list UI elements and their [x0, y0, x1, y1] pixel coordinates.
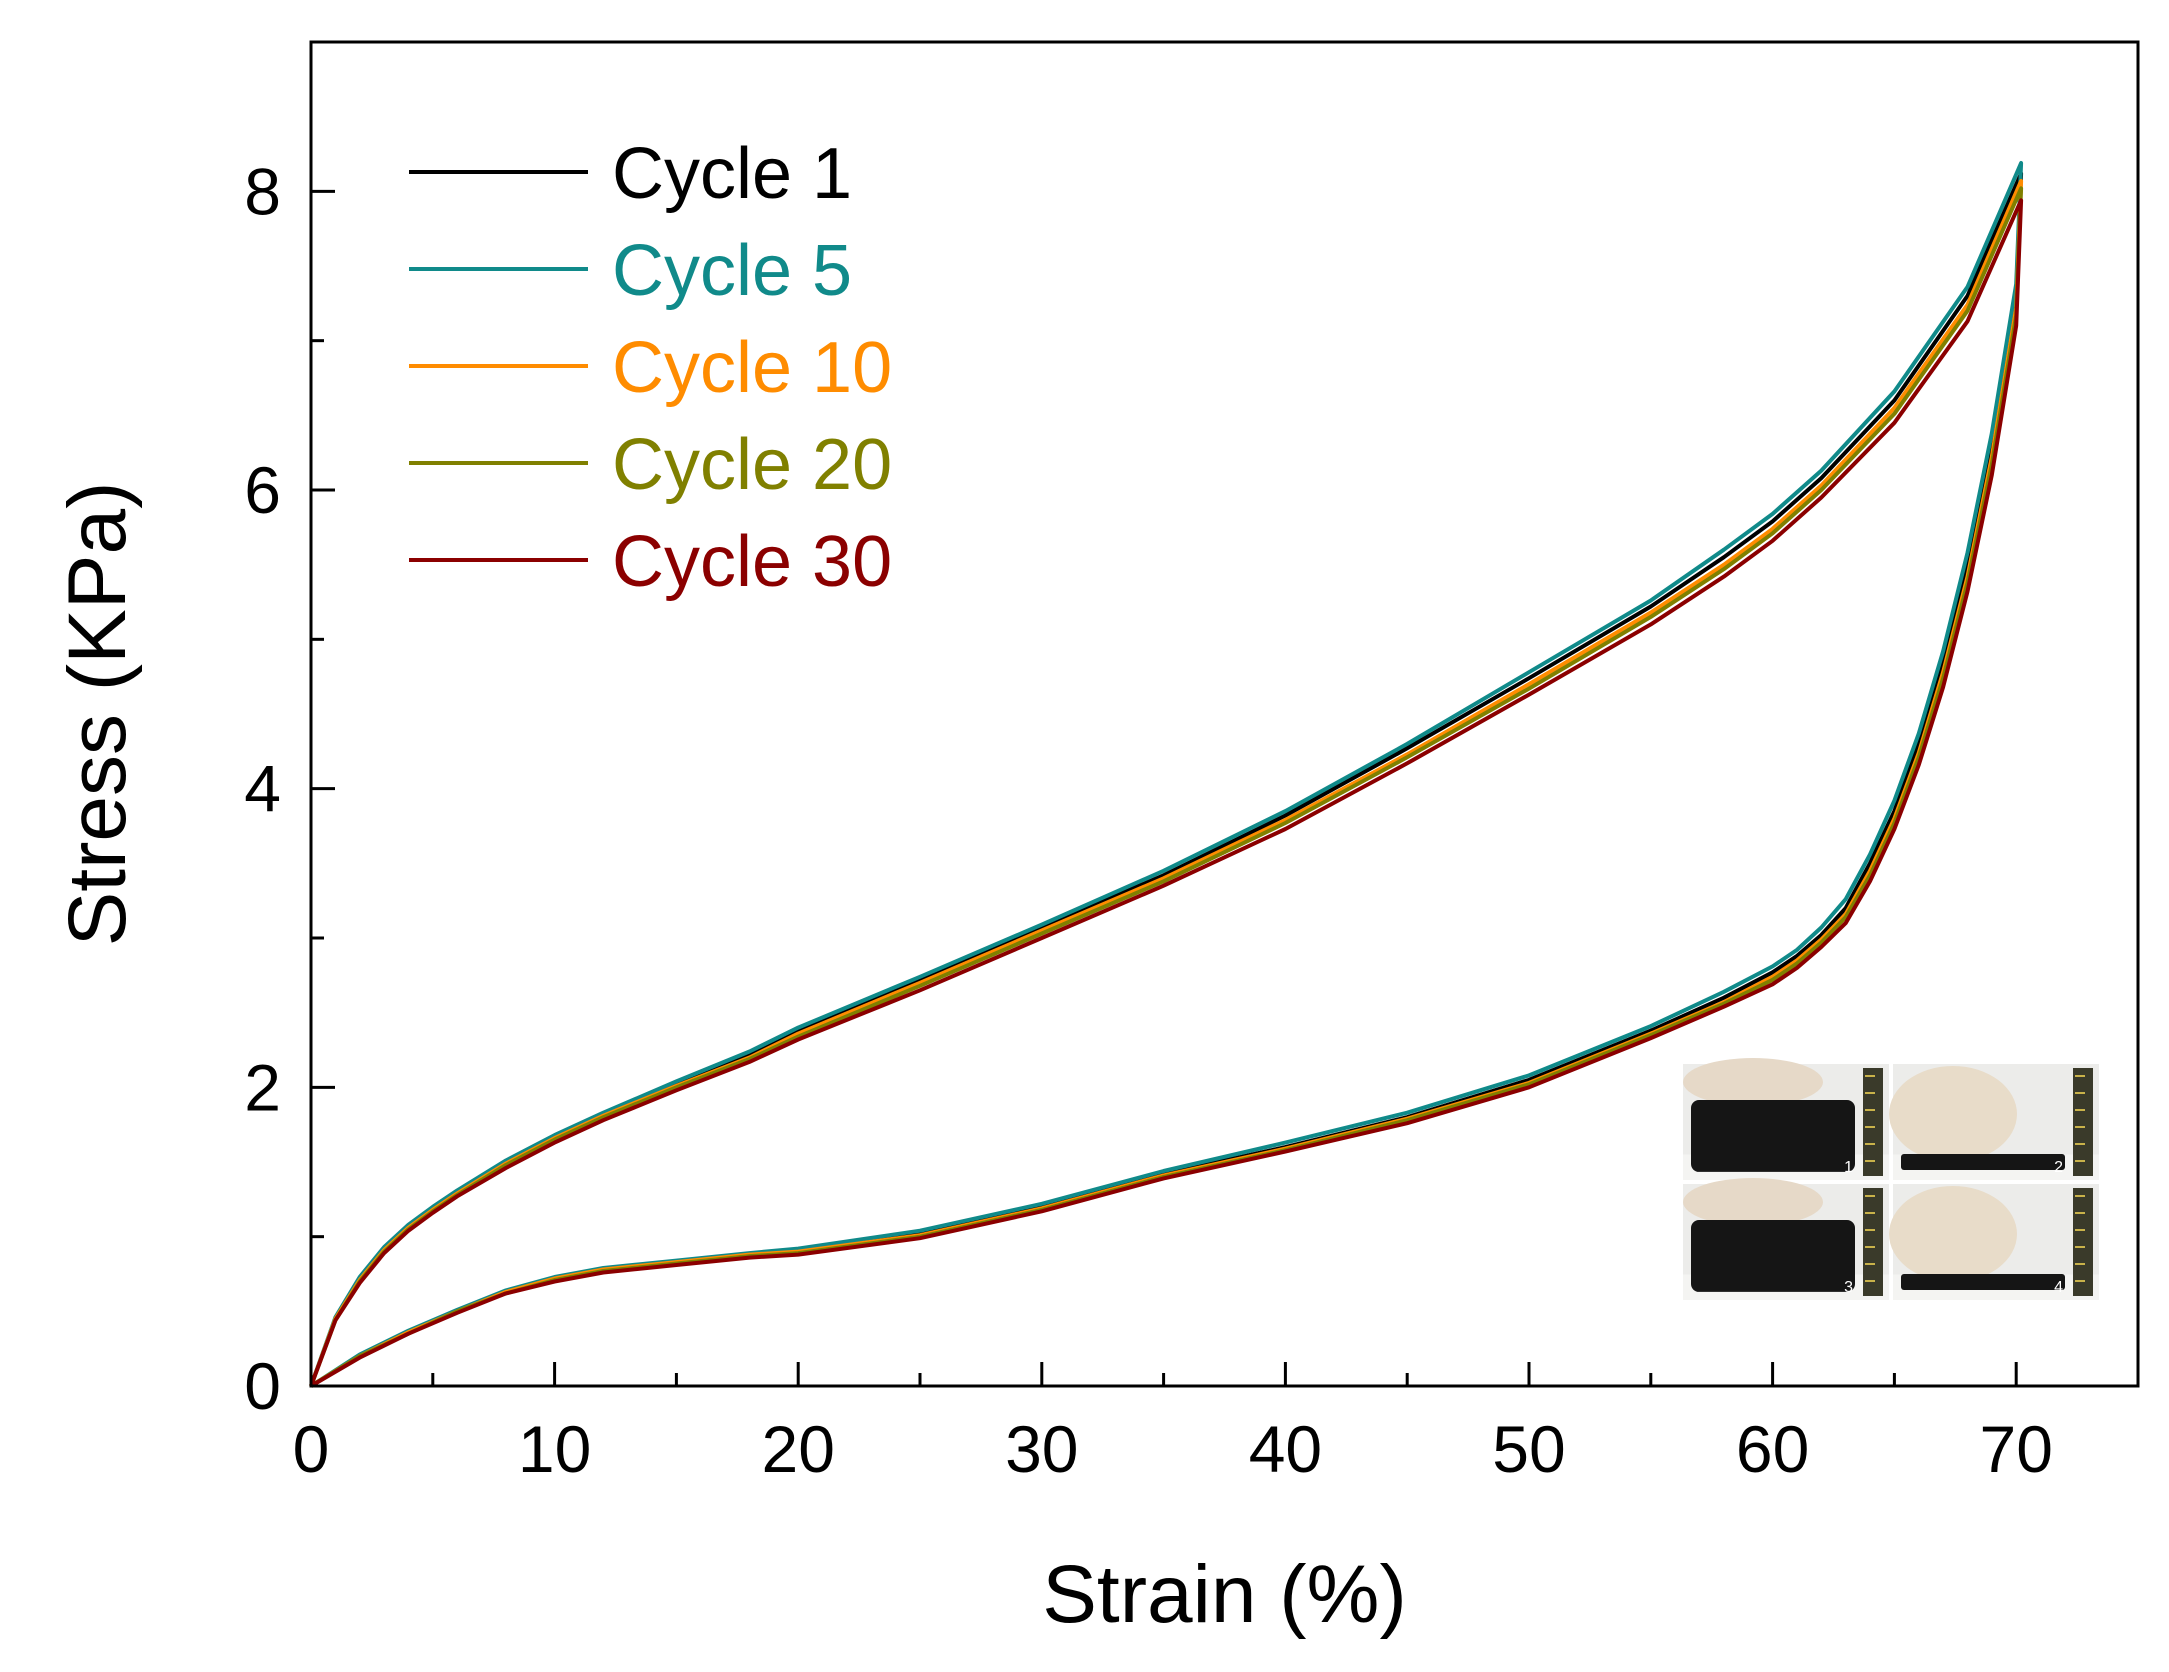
y-axis-label: Stress (KPa) — [52, 482, 143, 947]
y-tick-label: 0 — [244, 1349, 281, 1423]
legend-label: Cycle 20 — [612, 425, 892, 505]
series-line-cycle-5 — [309, 161, 2024, 1388]
axis-ticks — [309, 40, 2140, 1388]
x-tick-label: 10 — [518, 1412, 591, 1486]
inset-panel-label: 1 — [1844, 1159, 1853, 1176]
x-tick-label: 30 — [1005, 1412, 1078, 1486]
inset-panel-label: 2 — [2054, 1159, 2063, 1176]
y-tick-label: 2 — [244, 1050, 281, 1124]
legend-label: Cycle 5 — [612, 231, 852, 311]
axis-tick-labels: 0 10 20 30 40 50 60 70 0 2 4 6 8 — [244, 154, 2053, 1486]
inset-photo: 1 2 3 4 — [1683, 1058, 2099, 1300]
legend-label: Cycle 1 — [612, 134, 852, 214]
x-axis-label: Strain (%) — [1042, 1549, 1407, 1640]
inset-panel-label: 3 — [1844, 1279, 1853, 1296]
series-layer — [309, 161, 2024, 1388]
x-tick-label: 50 — [1492, 1412, 1565, 1486]
legend-label: Cycle 30 — [612, 522, 892, 602]
x-tick-label: 40 — [1249, 1412, 1322, 1486]
x-tick-label: 60 — [1736, 1412, 1809, 1486]
y-tick-label: 8 — [244, 154, 281, 228]
legend-label: Cycle 10 — [612, 328, 892, 408]
x-tick-label: 20 — [761, 1412, 834, 1486]
inset-panel: 4 — [1889, 1184, 2099, 1300]
inset-panel-label: 4 — [2054, 1279, 2063, 1296]
inset-panel: 3 — [1683, 1178, 1889, 1300]
x-tick-label: 0 — [293, 1412, 330, 1486]
x-tick-label: 70 — [1979, 1412, 2052, 1486]
y-tick-label: 4 — [244, 752, 281, 826]
plot-frame — [309, 40, 2140, 1388]
y-tick-label: 6 — [244, 453, 281, 527]
series-line-cycle-30 — [309, 198, 2024, 1388]
inset-panel: 1 — [1683, 1058, 1889, 1180]
legend: Cycle 1 Cycle 5 Cycle 10 Cycle 20 Cycle 30 — [409, 134, 892, 602]
inset-panel: 2 — [1889, 1064, 2099, 1180]
